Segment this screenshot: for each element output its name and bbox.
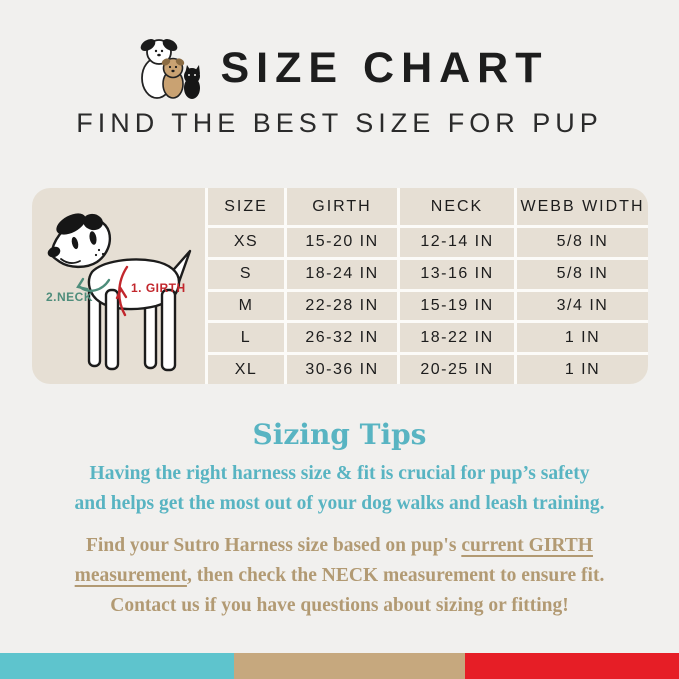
neck-label: 2.NECK: [46, 290, 93, 304]
size-table: SIZE GIRTH NECK WEBB WIDTH XS 15-20 IN 1…: [205, 188, 648, 384]
girth-measurement-link[interactable]: current GIRTH: [461, 535, 593, 556]
table-cell-s-webb: 5/8 IN: [517, 259, 648, 289]
table-cell-s-size: S: [208, 259, 284, 289]
table-cell-xl-webb: 1 IN: [517, 355, 648, 384]
girth-measurement-link-cont[interactable]: measurement: [74, 565, 187, 586]
table-header-webb-width: WEBB WIDTH: [517, 188, 648, 225]
tips-para2-line1-text: Find your Sutro Harness size based on pu…: [86, 535, 462, 556]
footer-bar-teal: [0, 653, 234, 679]
page-title: SIZE CHART: [220, 43, 549, 92]
table-cell-xs-neck: 12-14 IN: [400, 228, 514, 257]
table-cell-l-neck: 18-22 IN: [400, 323, 514, 353]
size-chart-panel: 2.NECK 1. GIRTH SIZE GIRTH NECK WEBB WID…: [32, 188, 648, 384]
table-cell-l-size: L: [208, 323, 284, 353]
table-cell-xl-neck: 20-25 IN: [400, 355, 514, 384]
dog-illustration-icon: 2.NECK 1. GIRTH: [46, 213, 192, 372]
table-cell-xl-size: XL: [208, 355, 284, 384]
table-cell-m-webb: 3/4 IN: [517, 291, 648, 321]
table-cell-m-neck: 15-19 IN: [400, 291, 514, 321]
table-cell-s-girth: 18-24 IN: [287, 259, 397, 289]
tips-para2-line2-text: , then check the NECK measurement to ens…: [186, 565, 605, 586]
footer-bar-tan: [234, 653, 465, 679]
header: SIZE CHART: [0, 36, 679, 100]
tips-para2-line2: measurement, then check the NECK measure…: [0, 561, 679, 591]
page-subtitle: FIND THE BEST SIZE FOR PUP: [76, 108, 603, 138]
table-cell-m-size: M: [208, 291, 284, 321]
girth-label: 1. GIRTH: [131, 281, 186, 295]
table-header-girth: GIRTH: [287, 188, 397, 225]
tips-para1-line2: and helps get the most out of your dog w…: [74, 493, 605, 514]
table-cell-s-neck: 13-16 IN: [400, 259, 514, 289]
table-cell-l-girth: 26-32 IN: [287, 323, 397, 353]
tips-para2-line3: Contact us if you have questions about s…: [110, 595, 569, 616]
sizing-tips-heading: Sizing Tips: [252, 418, 427, 451]
three-pets-icon: [140, 39, 200, 99]
table-cell-xs-size: XS: [208, 228, 284, 257]
tips-para2-line1: Find your Sutro Harness size based on pu…: [0, 531, 679, 561]
table-cell-xs-girth: 15-20 IN: [287, 228, 397, 257]
tips-para1-line1: Having the right harness size & fit is c…: [89, 463, 590, 484]
dog-measurement-diagram: 2.NECK 1. GIRTH: [32, 188, 205, 384]
table-cell-xs-webb: 5/8 IN: [517, 228, 648, 257]
table-header-size: SIZE: [208, 188, 284, 225]
footer-bar-red: [465, 653, 679, 679]
neck-measure-arrow: [76, 277, 111, 292]
table-cell-xl-girth: 30-36 IN: [287, 355, 397, 384]
table-header-neck: NECK: [400, 188, 514, 225]
table-cell-m-girth: 22-28 IN: [287, 291, 397, 321]
sizing-tips-paragraph-2: Find your Sutro Harness size based on pu…: [0, 531, 679, 621]
footer-color-bars: [0, 653, 679, 679]
table-cell-l-webb: 1 IN: [517, 323, 648, 353]
girth-measure-arrow: [115, 265, 129, 317]
sizing-tips-paragraph-1: Having the right harness size & fit is c…: [0, 459, 679, 519]
